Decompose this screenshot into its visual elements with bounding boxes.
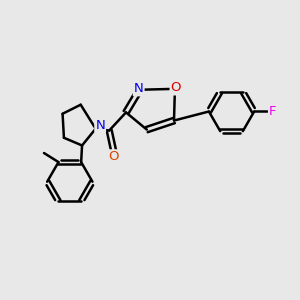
- Text: N: N: [134, 82, 144, 95]
- Text: N: N: [95, 118, 105, 132]
- Text: O: O: [109, 150, 119, 163]
- Text: F: F: [269, 105, 277, 118]
- Text: O: O: [171, 81, 181, 94]
